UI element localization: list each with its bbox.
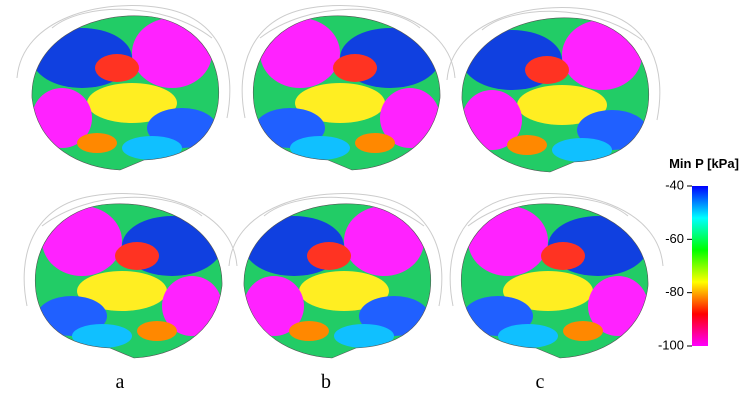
brain-render	[447, 8, 662, 180]
tick-label: -60	[665, 231, 684, 246]
figure: a b c Min P [kPa] -40 -60 -80 -100	[0, 0, 748, 394]
panel-label: b	[321, 371, 331, 393]
brain-render	[229, 194, 444, 366]
panel-label: c	[536, 371, 545, 393]
tick-label: -40	[665, 177, 684, 192]
brain-render	[448, 194, 663, 366]
brain-render	[240, 6, 455, 178]
panel-label: a	[116, 371, 125, 393]
brain-render	[17, 6, 232, 178]
tick-label: -80	[665, 284, 684, 299]
colorbar-title: Min P [kPa]	[669, 156, 739, 171]
tick-label: -100	[658, 337, 684, 352]
brain-render	[22, 194, 237, 366]
colorbar	[692, 186, 708, 346]
